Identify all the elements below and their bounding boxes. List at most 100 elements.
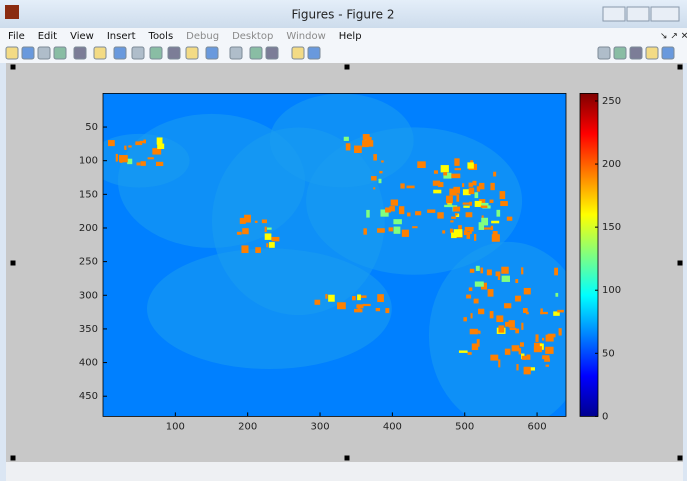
texture-spot <box>406 186 414 189</box>
texture-spot <box>534 346 542 352</box>
texture-spot <box>463 317 467 321</box>
window-controls[interactable] <box>603 7 679 21</box>
menu-item[interactable]: Edit <box>38 31 57 42</box>
x-tick-label: 400 <box>383 421 402 432</box>
texture-spot <box>357 294 361 300</box>
colorbar-tick-label: 50 <box>602 348 615 359</box>
tool-button[interactable] <box>168 47 180 59</box>
texture-spot <box>156 162 163 166</box>
menu-item[interactable]: Window <box>286 31 325 42</box>
texture-spot <box>474 234 476 241</box>
tool-button[interactable] <box>646 47 658 59</box>
minimize-button[interactable] <box>603 7 625 21</box>
texture-spot <box>548 334 556 338</box>
texture-spot <box>469 183 473 187</box>
tool-button[interactable] <box>598 47 610 59</box>
texture-spot <box>116 154 118 162</box>
colorbar-tick-label: 100 <box>602 285 621 296</box>
texture-spot <box>453 187 460 194</box>
texture-spot <box>490 200 494 203</box>
texture-spot <box>394 227 401 234</box>
tool-button[interactable] <box>308 47 320 59</box>
tool-button[interactable] <box>74 47 86 59</box>
window-title: Figures - Figure 2 <box>292 8 395 22</box>
texture-spot <box>255 221 258 223</box>
texture-spot <box>542 338 544 341</box>
texture-spot <box>407 213 410 217</box>
menu-item[interactable]: View <box>70 31 94 42</box>
texture-spot <box>493 172 496 177</box>
menu-item[interactable]: Debug <box>186 31 219 42</box>
tool-button[interactable] <box>114 47 126 59</box>
texture-spot <box>502 276 510 282</box>
menu-item[interactable]: Insert <box>107 31 136 42</box>
x-tick-label: 200 <box>238 421 257 432</box>
texture-spot <box>526 312 529 315</box>
tool-button[interactable] <box>206 47 218 59</box>
tool-button[interactable] <box>54 47 66 59</box>
texture-spot <box>480 268 483 274</box>
texture-spot <box>433 190 441 194</box>
tool-button[interactable] <box>630 47 642 59</box>
tool-button[interactable] <box>292 47 304 59</box>
texture-spot <box>400 183 404 188</box>
texture-spot <box>446 196 453 204</box>
texture-spot <box>443 172 447 175</box>
tool-button[interactable] <box>38 47 50 59</box>
tool-button[interactable] <box>266 47 278 59</box>
tool-button[interactable] <box>94 47 106 59</box>
texture-spot <box>487 270 492 276</box>
texture-spot <box>152 148 161 154</box>
texture-spot <box>269 242 275 248</box>
texture-spot <box>366 210 369 218</box>
x-tick-label: 600 <box>528 421 547 432</box>
maximize-button[interactable] <box>627 7 649 21</box>
menu-item[interactable]: Desktop <box>232 31 273 42</box>
selection-handle <box>678 456 683 461</box>
tool-button[interactable] <box>230 47 242 59</box>
menu-item[interactable]: File <box>8 31 25 42</box>
y-tick-label: 100 <box>79 156 98 167</box>
dock-controls[interactable]: ↘ ↗ ✕ <box>660 32 687 42</box>
texture-spot <box>450 229 453 233</box>
texture-spot <box>540 308 542 314</box>
close-button[interactable] <box>651 7 679 21</box>
colorbar-tick-label: 0 <box>602 411 608 422</box>
texture-spot <box>438 182 443 187</box>
texture-spot <box>496 271 501 276</box>
texture-spot <box>415 211 421 215</box>
texture-spot <box>265 227 267 232</box>
texture-spot <box>467 162 473 168</box>
texture-spot <box>466 295 471 299</box>
texture-spot <box>522 356 527 360</box>
tool-button[interactable] <box>662 47 674 59</box>
texture-spot <box>493 231 498 234</box>
texture-spot <box>507 217 512 221</box>
texture-spot <box>469 202 472 206</box>
tool-button[interactable] <box>22 47 34 59</box>
texture-spot <box>363 228 366 234</box>
texture-spot <box>393 219 401 224</box>
texture-spot <box>391 200 398 206</box>
texture-spot <box>526 355 530 360</box>
selection-handle <box>345 65 350 70</box>
texture-spot <box>545 347 553 354</box>
x-tick-label: 300 <box>310 421 329 432</box>
x-tick-label: 500 <box>455 421 474 432</box>
texture-spot <box>135 141 142 145</box>
texture-spot <box>455 168 461 170</box>
tool-button[interactable] <box>186 47 198 59</box>
tool-button[interactable] <box>132 47 144 59</box>
texture-spot <box>468 352 472 355</box>
tool-button[interactable] <box>250 47 262 59</box>
tool-button[interactable] <box>6 47 18 59</box>
texture-spot <box>475 281 484 286</box>
selection-handle <box>678 65 683 70</box>
texture-spot <box>463 206 469 208</box>
menu-item[interactable]: Tools <box>148 31 174 42</box>
texture-spot <box>385 207 391 212</box>
menu-item[interactable]: Help <box>339 31 362 42</box>
texture-spot <box>272 237 280 241</box>
tool-button[interactable] <box>614 47 626 59</box>
tool-button[interactable] <box>150 47 162 59</box>
